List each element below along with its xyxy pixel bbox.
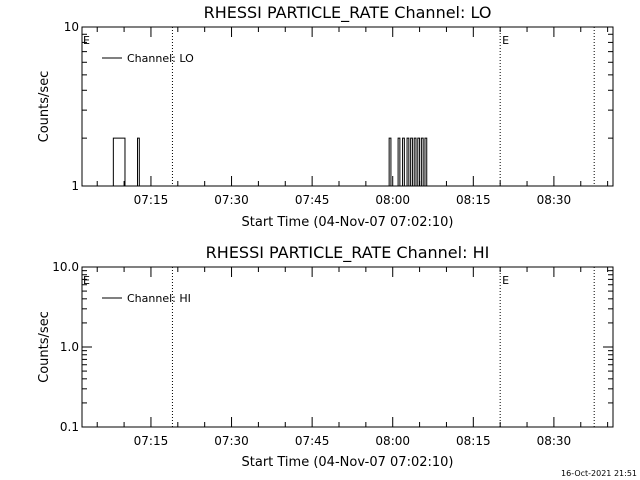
event-marker-label: E <box>502 34 509 47</box>
x-tick-label: 08:15 <box>456 193 491 207</box>
x-tick-label: 07:30 <box>214 434 249 448</box>
footer-timestamp: 16-Oct-2021 21:51 <box>561 469 637 478</box>
y-tick-label: 1 <box>71 179 79 193</box>
plot-frame <box>81 266 614 428</box>
x-tick-label: 08:15 <box>456 434 491 448</box>
y-tick-label: 1.0 <box>60 340 79 354</box>
x-tick-label: 07:15 <box>134 434 169 448</box>
y-tick-label: 10 <box>64 20 79 34</box>
x-tick-label: 07:15 <box>134 193 169 207</box>
x-tick-label: 07:30 <box>214 193 249 207</box>
y-tick-label: 10.0 <box>52 260 79 274</box>
x-axis-label: Start Time (04-Nov-07 07:02:10) <box>242 215 454 230</box>
x-axis-label: Start Time (04-Nov-07 07:02:10) <box>242 455 454 470</box>
chart-title: RHESSI PARTICLE_RATE Channel: HI <box>206 243 490 263</box>
x-tick-label: 07:45 <box>295 434 330 448</box>
legend-label: Channel: LO <box>127 52 194 65</box>
event-marker-label: E <box>83 34 90 47</box>
x-tick-label: 08:00 <box>375 434 410 448</box>
x-tick-label: 08:00 <box>375 193 410 207</box>
event-marker-label: E <box>502 274 509 287</box>
x-tick-label: 08:30 <box>537 193 572 207</box>
x-tick-label: 08:30 <box>537 434 572 448</box>
panel-hi: RHESSI PARTICLE_RATE Channel: HI 0.1 1.0 10… <box>37 243 614 470</box>
series-line <box>107 137 429 187</box>
plot-frame <box>81 26 614 187</box>
y-axis-label: Counts/sec <box>37 71 52 143</box>
chart-title: RHESSI PARTICLE_RATE Channel: LO <box>204 3 492 23</box>
event-marker-label: E <box>83 274 90 287</box>
y-axis-label: Counts/sec <box>37 311 52 383</box>
y-tick-label: 0.1 <box>60 420 79 434</box>
panel-lo: RHESSI PARTICLE_RATE Channel: LO 1 10 Count… <box>37 3 614 230</box>
x-tick-label: 07:45 <box>295 193 330 207</box>
legend-label: Channel: HI <box>127 292 191 305</box>
